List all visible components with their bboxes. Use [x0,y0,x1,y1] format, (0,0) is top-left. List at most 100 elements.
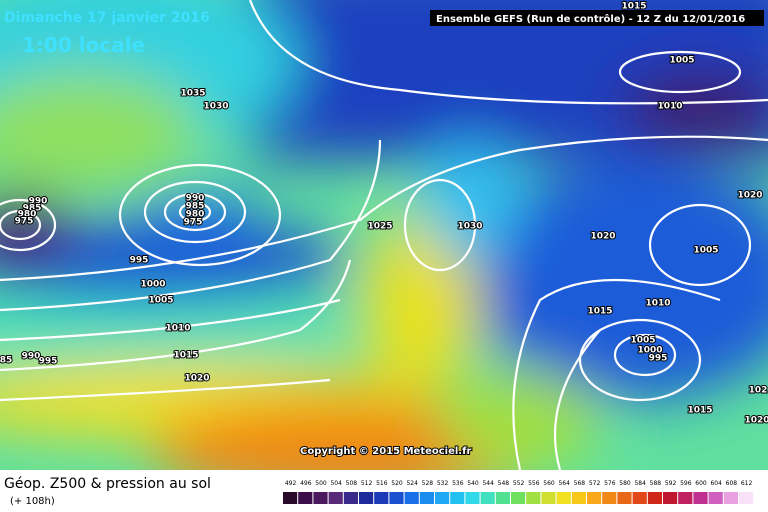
isobar-label: 990 [22,352,41,362]
scale-label: 564 [558,480,570,487]
isobar-label: 1025 [367,222,392,232]
isobar-label: 1015 [621,2,646,12]
scale-swatch [602,492,617,504]
scale-label: 600 [695,480,707,487]
run-box [430,10,764,26]
isobar-label: 975 [15,217,34,227]
copyright: Copyright © 2015 Meteociel.fr [300,446,471,457]
scale-label: 548 [498,480,510,487]
scale-label: 492 [285,480,297,487]
scale-label: 512 [361,480,373,487]
scale-label: 584 [634,480,646,487]
isobar-label: 1030 [203,102,228,112]
isobar-label: 995 [39,357,58,367]
scale-swatch [389,492,404,504]
isobar-label: 1005 [693,246,718,256]
footer-title: Géop. Z500 & pression au sol [4,476,211,492]
scale-swatch [526,492,541,504]
time: 1:00 locale [22,33,145,57]
scale-swatch [556,492,571,504]
date: Dimanche 17 janvier 2016 [4,10,210,26]
scale-label: 560 [543,480,555,487]
isobar-label: 975 [184,218,203,228]
scale-label: 520 [391,480,403,487]
isobar-label: 1020 [744,416,768,426]
scale-swatch [343,492,358,504]
scale-label: 536 [452,480,464,487]
isobar-label: 985 [23,204,42,214]
isobar-label: 990 [29,197,48,207]
scale-swatch [541,492,556,504]
scale-swatch [571,492,586,504]
scale-swatch [678,492,693,504]
run-info: Ensemble GEFS (Run de contrôle) - 12 Z d… [436,13,745,25]
isobar-label: 995 [130,256,149,266]
scale-label: 552 [513,480,525,487]
isobar-label: 1005 [148,296,173,306]
scale-label: 496 [300,480,312,487]
isobar-label: 1015 [687,406,712,416]
scale-label: 588 [650,480,662,487]
isobar-label: 1010 [657,102,682,112]
isobar-label: 1005 [669,56,694,66]
scale-swatch [495,492,510,504]
isobar-label: 1010 [165,324,190,334]
isobar-label: 1015 [587,307,612,317]
scale-label: 580 [619,480,631,487]
isobar-label: 1000 [637,346,662,356]
scale-swatch [480,492,495,504]
scale-swatch [723,492,738,504]
isobar-label: 1030 [457,222,482,232]
scale-label: 592 [665,480,677,487]
scale-label: 532 [437,480,449,487]
scale-label: 524 [406,480,418,487]
isobar-label: 1020 [590,232,615,242]
isobar-label: 85 [0,356,12,366]
scale-swatch [298,492,313,504]
scale-label: 556 [528,480,540,487]
scale-swatch [739,492,754,504]
scale-swatch [450,492,465,504]
scale-swatch [587,492,602,504]
scale-swatch [419,492,434,504]
scale-swatch [663,492,678,504]
scale-label: 572 [589,480,601,487]
scale-swatch [313,492,328,504]
field [0,0,768,470]
scale-label: 608 [726,480,738,487]
scale-swatch [465,492,480,504]
isobar-label: 1020 [737,191,762,201]
scale-label: 596 [680,480,692,487]
isobar-label: 1000 [140,280,165,290]
isobar-label: 990 [186,194,205,204]
scale-swatch [359,492,374,504]
scale-swatch [647,492,662,504]
scale-label: 576 [604,480,616,487]
scale-label: 504 [330,480,342,487]
scale-label: 528 [422,480,434,487]
scale-label: 540 [467,480,479,487]
scale-label: 612 [741,480,753,487]
scale-swatch [374,492,389,504]
footer-lead: (+ 108h) [10,496,55,507]
scale-label: 500 [315,480,327,487]
isobar-label: 1020 [184,374,209,384]
isobar-label: 995 [649,354,668,364]
footer [0,470,768,512]
isobar-label: 985 [186,202,205,212]
scale-swatch [511,492,526,504]
scale-label: 604 [710,480,722,487]
scale-swatch [435,492,450,504]
scale-swatch [632,492,647,504]
isobar-label: 1005 [630,336,655,346]
isobar-label: 980 [18,210,37,220]
isobar-label: 1010 [645,299,670,309]
isobar-label: 1015 [173,351,198,361]
isobar-label: 1035 [180,89,205,99]
scale-swatch [283,492,298,504]
isobar-label: 102 [749,386,768,396]
scale-label: 568 [574,480,586,487]
scale-swatch [693,492,708,504]
